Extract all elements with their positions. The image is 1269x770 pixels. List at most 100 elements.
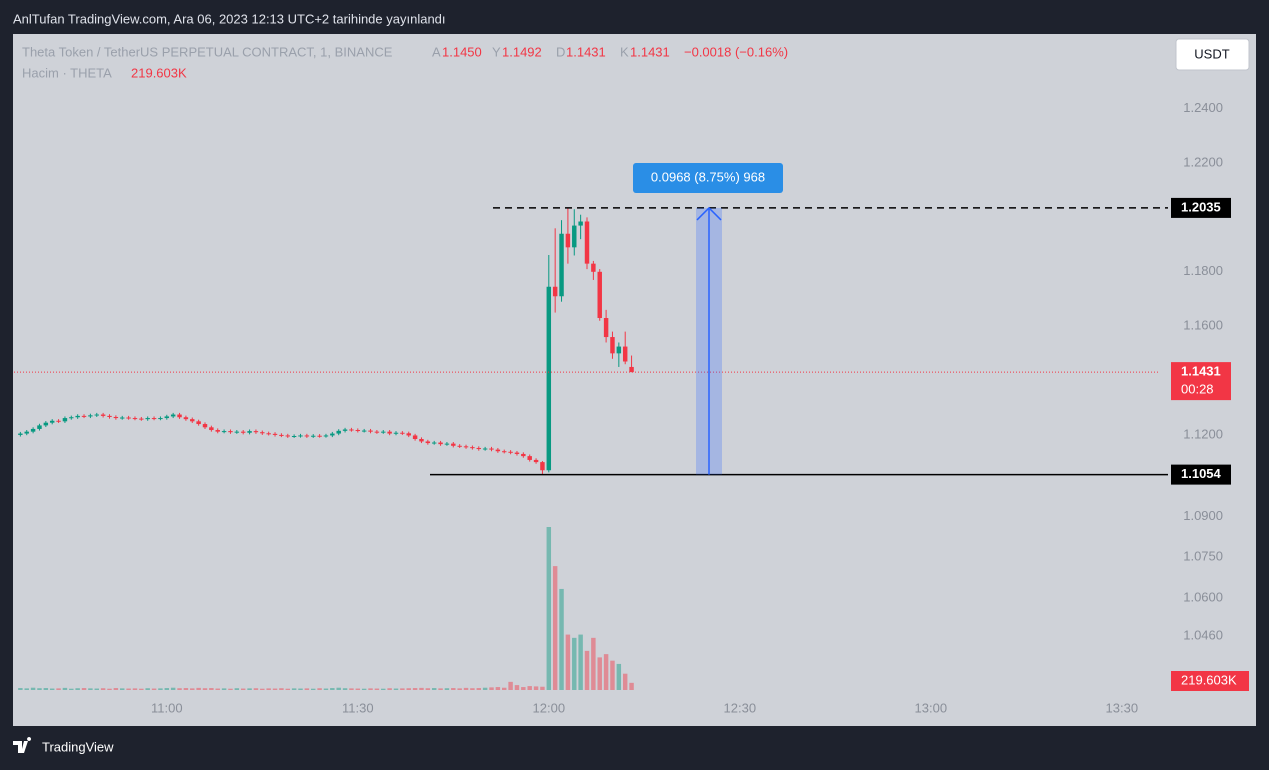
volume-tag-label: 219.603K — [1181, 672, 1237, 687]
y-tick-label: 1.0600 — [1183, 589, 1223, 604]
y-tick-label: 1.1600 — [1183, 318, 1223, 333]
volume-bar — [266, 688, 271, 690]
volume-bar — [37, 688, 42, 690]
legend-key: A — [432, 44, 441, 59]
candle-body — [291, 436, 297, 438]
y-tick-label: 1.2200 — [1183, 154, 1223, 169]
legend-key: Y — [492, 44, 501, 59]
volume-bar — [158, 688, 163, 690]
volume-bar — [616, 663, 622, 690]
currency-button[interactable] — [1175, 38, 1250, 71]
candle-body — [69, 417, 74, 419]
volume-bar — [527, 686, 532, 690]
candle-body — [431, 442, 437, 444]
volume-bar — [431, 688, 437, 690]
volume-bar — [247, 688, 252, 690]
volume-tag — [1171, 671, 1249, 691]
candle-body — [521, 453, 526, 457]
candle-body — [419, 438, 424, 442]
candle-body — [81, 415, 87, 417]
volume-bar — [508, 681, 513, 690]
x-tick-label: 13:00 — [915, 700, 948, 715]
candle-body — [260, 432, 265, 434]
volume-bar — [272, 688, 278, 690]
last-price-label: 1.1431 — [1181, 364, 1221, 379]
volume-bar — [291, 688, 297, 690]
volume-bar — [164, 688, 170, 690]
candle-body — [591, 263, 596, 272]
volume-bar — [75, 688, 80, 690]
y-tick-label: 1.0750 — [1183, 549, 1223, 564]
x-tick-label: 11:30 — [342, 700, 374, 715]
volume-bar — [317, 688, 322, 690]
candle-body — [94, 414, 99, 416]
volume-bar — [572, 637, 577, 690]
volume-bar — [139, 688, 144, 690]
candle-body — [559, 233, 564, 297]
volume-bar — [183, 688, 189, 690]
candle-body — [546, 286, 552, 471]
volume-bar — [552, 566, 558, 690]
volume-bar — [387, 688, 392, 690]
measure-label: 0.0968 (8.75%) 968 — [651, 169, 765, 184]
y-tick-label: 1.2400 — [1183, 100, 1223, 115]
candle-body — [400, 432, 405, 434]
volume-bar — [489, 687, 494, 690]
volume-bar — [56, 688, 61, 690]
candle-body — [349, 429, 354, 431]
candle-body — [502, 451, 507, 453]
legend-value: 1.1431 — [630, 44, 670, 59]
volume-bar — [30, 687, 36, 690]
footer-brand: TradingView — [42, 739, 114, 754]
candle-body — [30, 428, 36, 432]
candle-body — [228, 431, 233, 433]
currency-label: USDT — [1194, 46, 1229, 61]
candle-body — [381, 431, 386, 433]
volume-bar — [361, 688, 367, 690]
volume-bar — [565, 634, 571, 690]
volume-bar — [49, 688, 55, 690]
candle-body — [209, 427, 214, 431]
candle-body — [170, 414, 176, 417]
volume-bar — [482, 687, 488, 690]
volume-bar — [597, 657, 602, 690]
candle-body — [610, 337, 615, 354]
price-tag — [1171, 197, 1231, 218]
volume-bar — [368, 688, 373, 690]
candle-body — [393, 432, 399, 434]
candle-body — [444, 443, 450, 445]
volume-bar — [151, 688, 157, 690]
volume-title: Hacim · THETA — [22, 65, 112, 80]
legend-key: K — [620, 44, 629, 59]
volume-bar — [451, 688, 456, 690]
volume-bar — [177, 688, 182, 690]
candle-body — [495, 449, 501, 452]
volume-bar — [18, 688, 23, 690]
legend-value: 1.1450 — [442, 44, 482, 59]
candle-body — [540, 462, 545, 471]
candle-body — [164, 416, 170, 419]
volume-bar — [540, 686, 545, 690]
volume-bar — [603, 654, 609, 690]
candle-body — [139, 418, 144, 420]
candle-body — [342, 429, 348, 431]
volume-bar — [260, 688, 265, 690]
candle-body — [311, 435, 316, 437]
volume-bar — [425, 688, 431, 690]
candle-body — [482, 448, 488, 450]
candle-body — [451, 443, 456, 446]
candle-body — [470, 447, 475, 449]
candle-body — [597, 271, 602, 319]
volume-bar — [578, 634, 583, 690]
volume-bar — [120, 688, 125, 690]
volume-bar — [336, 687, 341, 690]
x-tick-label: 11:00 — [151, 700, 183, 715]
candle-body — [514, 452, 520, 454]
candle-body — [100, 414, 106, 416]
price-tag-label: 1.2035 — [1181, 199, 1221, 214]
volume-bar — [202, 688, 208, 690]
candle-body — [88, 415, 93, 417]
candle-body — [527, 456, 532, 460]
candle-body — [253, 431, 259, 433]
